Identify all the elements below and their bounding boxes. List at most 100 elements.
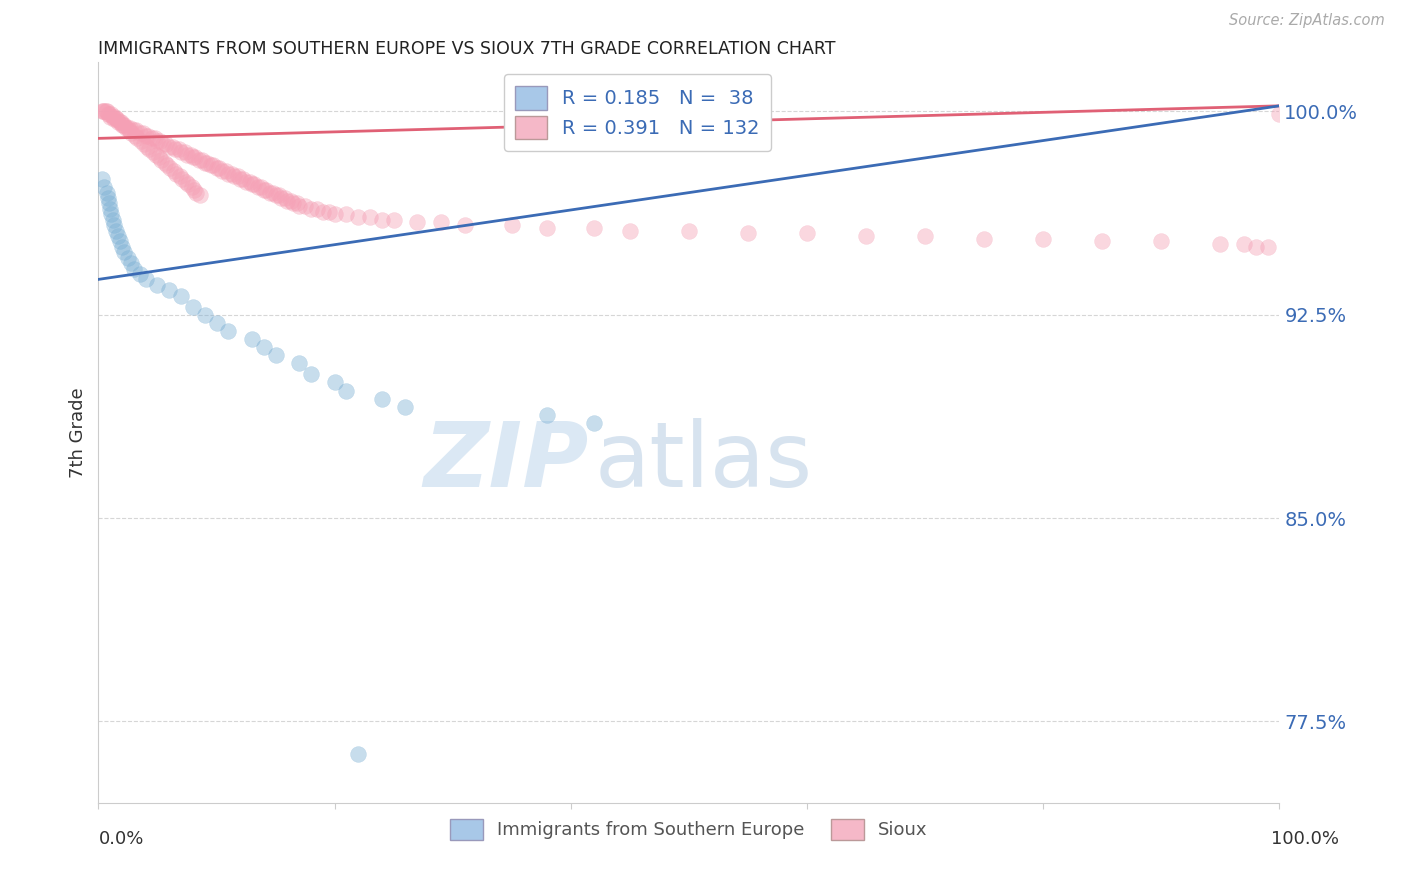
- Point: [146, 134, 169, 148]
- Point: [98, 107, 121, 121]
- Point: [152, 136, 174, 151]
- Point: [129, 134, 152, 148]
- Point: [122, 123, 145, 137]
- Point: [1233, 237, 1256, 252]
- Point: [101, 110, 124, 124]
- Point: [394, 400, 416, 414]
- Point: [146, 277, 169, 292]
- Point: [240, 178, 263, 192]
- Point: [127, 131, 149, 145]
- Point: [93, 180, 115, 194]
- Point: [217, 167, 239, 181]
- Point: [97, 191, 120, 205]
- Point: [253, 340, 276, 354]
- Point: [186, 186, 208, 200]
- Point: [264, 188, 287, 202]
- Point: [194, 308, 217, 322]
- Point: [105, 112, 128, 127]
- Point: [254, 183, 277, 197]
- Point: [165, 167, 187, 181]
- Point: [914, 229, 936, 244]
- Point: [678, 223, 700, 237]
- Point: [174, 175, 197, 189]
- Point: [264, 348, 287, 362]
- Point: [371, 212, 394, 227]
- Point: [132, 126, 155, 140]
- Point: [181, 300, 204, 314]
- Point: [163, 164, 186, 178]
- Point: [262, 186, 284, 200]
- Point: [335, 207, 357, 221]
- Point: [105, 223, 128, 237]
- Point: [382, 212, 405, 227]
- Point: [121, 126, 143, 140]
- Point: [371, 392, 394, 406]
- Point: [181, 150, 204, 164]
- Point: [359, 210, 381, 224]
- Point: [1091, 235, 1114, 249]
- Point: [1032, 232, 1054, 246]
- Point: [122, 261, 145, 276]
- Point: [299, 368, 322, 382]
- Point: [259, 186, 281, 200]
- Point: [165, 142, 187, 156]
- Y-axis label: 7th Grade: 7th Grade: [69, 387, 87, 478]
- Point: [91, 104, 114, 119]
- Point: [107, 115, 129, 129]
- Point: [105, 112, 128, 127]
- Point: [128, 126, 150, 140]
- Point: [501, 218, 523, 232]
- Point: [318, 204, 340, 219]
- Point: [276, 194, 298, 208]
- Point: [188, 188, 211, 202]
- Point: [305, 202, 328, 216]
- Point: [93, 104, 115, 119]
- Point: [108, 235, 131, 249]
- Point: [112, 118, 135, 132]
- Point: [107, 229, 129, 244]
- Point: [323, 376, 346, 390]
- Point: [323, 207, 346, 221]
- Point: [111, 118, 134, 132]
- Point: [98, 202, 121, 216]
- Point: [167, 142, 190, 156]
- Point: [195, 155, 218, 169]
- Point: [180, 147, 202, 161]
- Point: [246, 180, 269, 194]
- Point: [1150, 235, 1173, 249]
- Point: [1244, 240, 1267, 254]
- Point: [111, 240, 134, 254]
- Point: [453, 218, 475, 232]
- Point: [973, 232, 995, 246]
- Point: [312, 204, 335, 219]
- Point: [200, 159, 222, 173]
- Point: [288, 356, 311, 370]
- Point: [191, 153, 214, 167]
- Point: [583, 416, 606, 430]
- Point: [110, 115, 132, 129]
- Point: [157, 283, 180, 297]
- Point: [796, 227, 818, 241]
- Point: [180, 180, 202, 194]
- Point: [148, 150, 170, 164]
- Point: [280, 194, 302, 208]
- Point: [173, 145, 195, 159]
- Point: [187, 153, 209, 167]
- Point: [97, 107, 120, 121]
- Point: [536, 220, 558, 235]
- Point: [347, 210, 370, 224]
- Text: 100.0%: 100.0%: [1271, 830, 1339, 847]
- Point: [157, 139, 180, 153]
- Point: [159, 161, 181, 176]
- Point: [855, 229, 877, 244]
- Point: [208, 161, 231, 176]
- Point: [183, 183, 205, 197]
- Point: [270, 191, 292, 205]
- Point: [138, 142, 160, 156]
- Point: [269, 188, 291, 202]
- Point: [1268, 107, 1291, 121]
- Point: [118, 123, 141, 137]
- Point: [143, 131, 166, 145]
- Point: [96, 104, 118, 119]
- Point: [226, 169, 249, 184]
